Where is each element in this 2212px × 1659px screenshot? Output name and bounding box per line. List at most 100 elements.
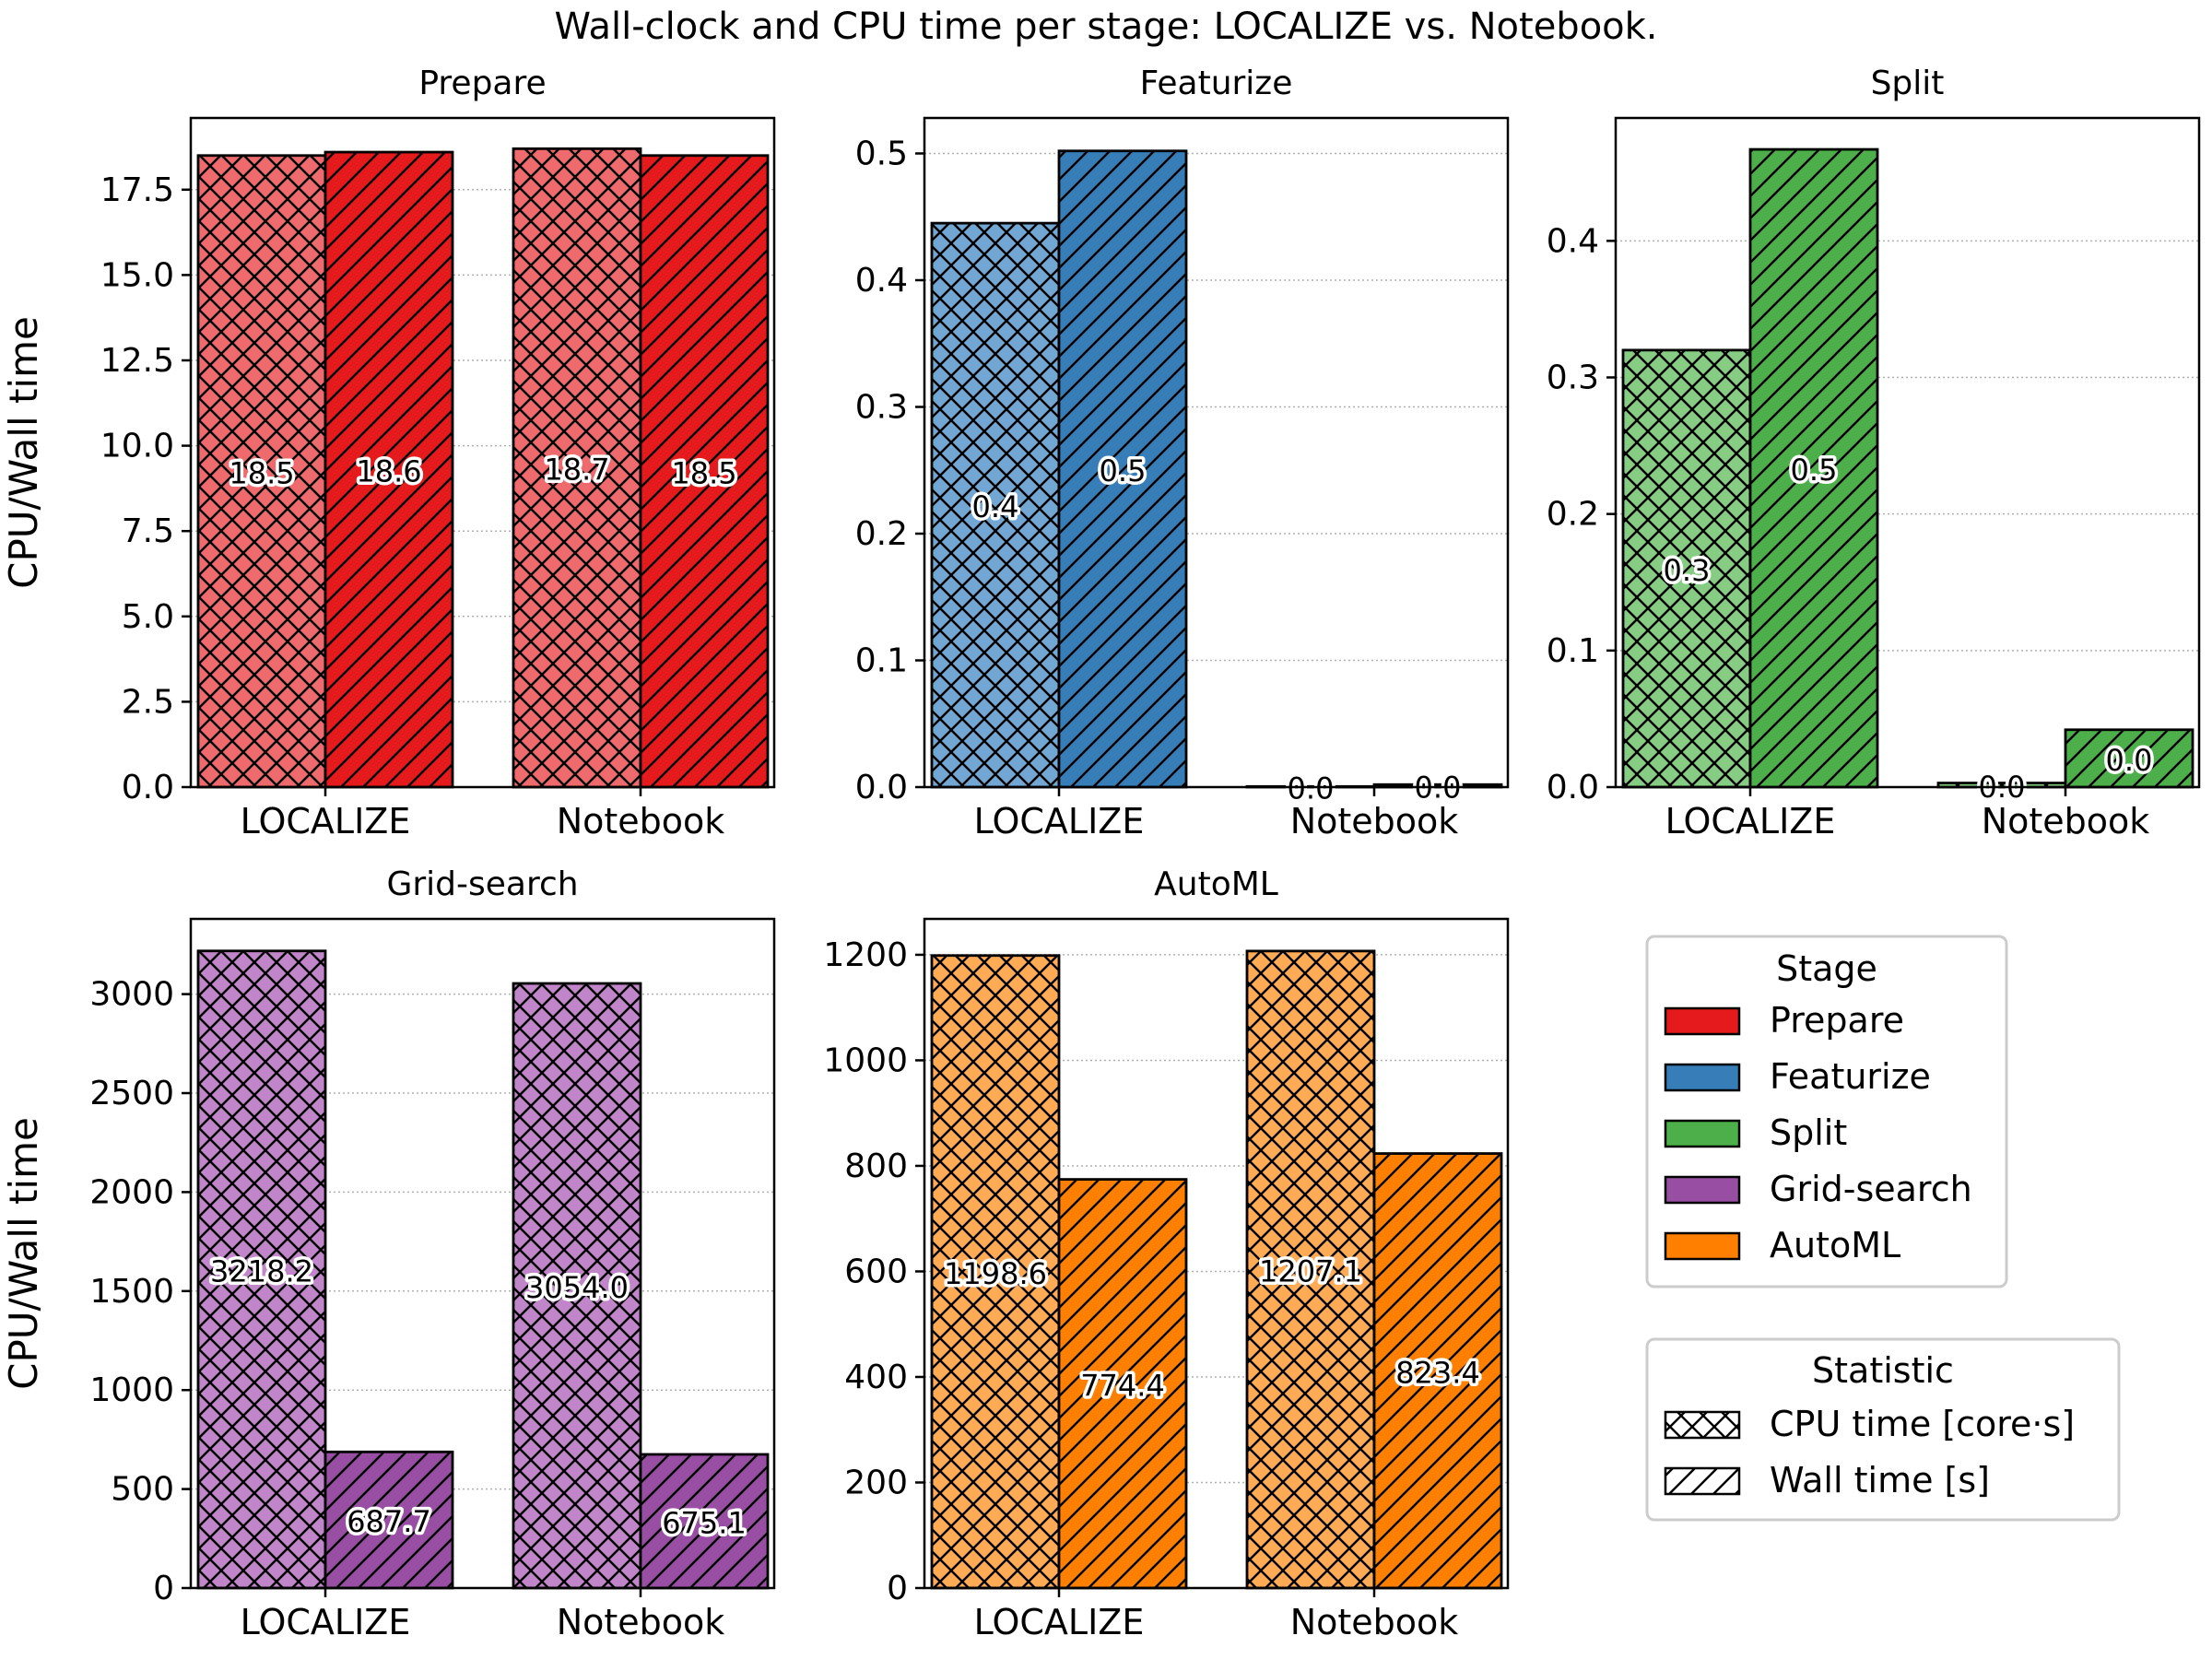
bar-split-localize-cpu-hatch xyxy=(1621,348,1752,789)
legend-label-diag: Wall time [s] xyxy=(1770,1460,1990,1500)
data-label: 0.0 xyxy=(1288,771,1335,806)
data-label: 1207.1 xyxy=(1259,1253,1362,1288)
chart-title: Grid-search xyxy=(386,865,578,903)
legend-label-grid-search: Grid-search xyxy=(1770,1169,1972,1209)
x-tick-label: LOCALIZE xyxy=(974,801,1145,841)
legend-swatch-cross xyxy=(1664,1410,1741,1440)
y-tick-label: 0.4 xyxy=(855,262,908,300)
bar-prepare-notebook-wall-hatch xyxy=(639,154,770,789)
y-tick-label: 12.5 xyxy=(100,342,174,380)
legend-statistic-title: Statistic xyxy=(1812,1350,1954,1391)
y-tick-label: 0.4 xyxy=(1547,222,1599,260)
y-tick-label: 0.0 xyxy=(855,769,908,806)
data-label: 0.5 xyxy=(1100,453,1147,488)
axes-frame xyxy=(1614,116,2201,789)
legend-swatch-grid-search xyxy=(1664,1175,1741,1205)
bar-automl-localize-cpu-hatch xyxy=(930,954,1061,1590)
y-tick-label: 17.5 xyxy=(100,171,174,209)
y-tick-label: 800 xyxy=(844,1147,908,1185)
x-tick-label: LOCALIZE xyxy=(241,801,411,841)
y-tick-label: 0.3 xyxy=(855,389,908,427)
y-tick-label: 2500 xyxy=(89,1075,174,1112)
y-tick-label: 10.0 xyxy=(100,428,174,465)
bar-grid-search-notebook-wall-hatch xyxy=(639,1453,770,1590)
data-label: 823.4 xyxy=(1395,1355,1480,1390)
y-tick-label: 3000 xyxy=(89,976,174,1014)
x-tick-label: Notebook xyxy=(1982,801,2150,841)
legend-statistic: Statistic CPU time [core·s] Wall time [s] xyxy=(1645,1337,2121,1522)
bar-featurize-localize-cpu-hatch xyxy=(930,221,1061,789)
y-tick-label: 0.1 xyxy=(1547,632,1599,670)
y-tick-label: 0 xyxy=(153,1570,174,1607)
legend-label-featurize: Featurize xyxy=(1770,1056,1931,1097)
bar-prepare-notebook-cpu-hatch xyxy=(512,147,642,789)
data-label: 3054.0 xyxy=(525,1270,629,1305)
y-tick-label: 5.0 xyxy=(122,598,174,636)
y-tick-label: 7.5 xyxy=(122,512,174,550)
y-tick-label: 15.0 xyxy=(100,256,174,294)
legend-label-prepare: Prepare xyxy=(1770,1000,1904,1041)
chart-title: Split xyxy=(1871,65,1945,102)
data-label: 675.1 xyxy=(662,1505,747,1540)
y-axis-label: CPU/Wall time xyxy=(1,1117,46,1390)
y-tick-label: 0.5 xyxy=(855,135,908,173)
data-label: 687.7 xyxy=(347,1504,431,1539)
x-tick-label: Notebook xyxy=(557,801,725,841)
bar-grid-search-notebook-cpu-hatch xyxy=(512,982,642,1590)
bar-prepare-localize-wall-hatch xyxy=(324,150,454,789)
legend-swatch-diag xyxy=(1664,1466,1741,1496)
chart-automl: 1198.6 1207.1 774.4 823.4 0 200 400 600 800 1000 1… xyxy=(823,865,1510,1642)
chart-prepare: 18.5 18.7 18.6 18.5 0.0 2.5 5.0 7.5 10.0 12.5 15.0… xyxy=(1,65,776,841)
x-tick-label: LOCALIZE xyxy=(1665,801,1836,841)
legend-swatch-prepare xyxy=(1664,1006,1741,1036)
bar-split-localize-wall-hatch xyxy=(1748,147,1879,789)
y-tick-label: 2000 xyxy=(89,1173,174,1211)
data-label: 18.6 xyxy=(356,454,421,489)
bar-split-notebook-wall-hatch xyxy=(2064,728,2194,789)
chart-grid-search: 3218.2 3054.0 687.7 675.1 0 500 1000 1500 2000 25… xyxy=(1,865,776,1642)
axes-frame xyxy=(923,917,1510,1590)
data-label: 0.3 xyxy=(1664,553,1711,588)
y-tick-label: 0 xyxy=(887,1570,908,1607)
legend-label-split: Split xyxy=(1770,1112,1847,1153)
y-tick-label: 0.2 xyxy=(1547,496,1599,534)
legend-label-automl: AutoML xyxy=(1770,1225,1900,1265)
legend-swatch-featurize xyxy=(1664,1063,1741,1092)
chart-title: AutoML xyxy=(1154,865,1278,903)
axes-frame xyxy=(189,917,776,1590)
y-tick-label: 1000 xyxy=(89,1371,174,1409)
x-tick-label: Notebook xyxy=(1290,1602,1459,1642)
legend-label-cross: CPU time [core·s] xyxy=(1770,1404,2075,1444)
data-label: 0.4 xyxy=(972,489,1019,524)
y-axis-label: CPU/Wall time xyxy=(1,316,46,589)
axes-frame xyxy=(923,116,1510,789)
bar-automl-localize-wall-hatch xyxy=(1057,1178,1188,1590)
chart-title: Prepare xyxy=(418,65,546,102)
bar-featurize-localize-wall-hatch xyxy=(1057,149,1188,789)
data-label: 18.7 xyxy=(544,453,609,488)
y-tick-label: 400 xyxy=(844,1359,908,1396)
x-tick-label: Notebook xyxy=(1290,801,1459,841)
y-tick-label: 2.5 xyxy=(122,683,174,721)
axes-frame xyxy=(189,116,776,789)
x-tick-label: LOCALIZE xyxy=(974,1602,1145,1642)
y-tick-label: 0.1 xyxy=(855,642,908,680)
y-tick-label: 1200 xyxy=(823,936,908,974)
data-label: 1198.6 xyxy=(944,1256,1047,1291)
y-tick-label: 500 xyxy=(111,1471,174,1509)
legend-stage: Stage Prepare Featurize Split Grid-search Au… xyxy=(1645,935,2008,1288)
chart-title: Featurize xyxy=(1140,65,1293,102)
y-tick-label: 0.0 xyxy=(1547,769,1599,806)
y-tick-label: 0.2 xyxy=(855,515,908,553)
data-label: 18.5 xyxy=(229,455,294,490)
legend-stage-title: Stage xyxy=(1776,948,1877,989)
data-label: 18.5 xyxy=(671,455,736,490)
legend-statistic-frame xyxy=(1645,1337,2121,1522)
x-tick-label: LOCALIZE xyxy=(241,1602,411,1642)
data-label: 774.4 xyxy=(1080,1368,1165,1403)
figure-title: Wall-clock and CPU time per stage: LOCAL… xyxy=(554,6,1657,48)
data-label: 3218.2 xyxy=(210,1253,313,1288)
data-label: 0.5 xyxy=(1791,453,1838,488)
